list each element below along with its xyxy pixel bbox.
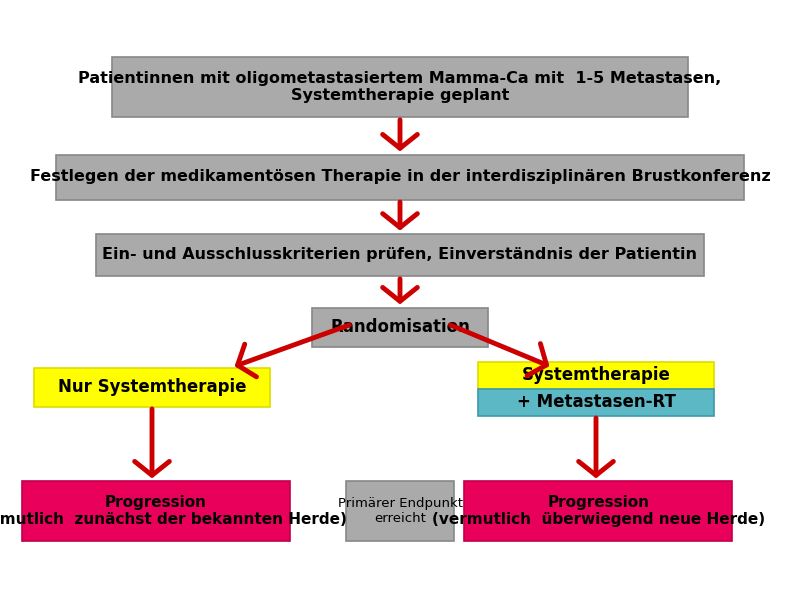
Text: Randomisation: Randomisation bbox=[330, 318, 470, 336]
Text: Festlegen der medikamentösen Therapie in der interdisziplinären Brustkonferenz: Festlegen der medikamentösen Therapie in… bbox=[30, 169, 770, 185]
FancyBboxPatch shape bbox=[478, 389, 714, 415]
FancyBboxPatch shape bbox=[312, 307, 488, 346]
Text: Progression
(vermutlich  zunächst der bekannten Herde): Progression (vermutlich zunächst der bek… bbox=[0, 495, 347, 527]
FancyBboxPatch shape bbox=[56, 155, 744, 199]
FancyBboxPatch shape bbox=[34, 367, 270, 407]
FancyBboxPatch shape bbox=[464, 481, 733, 541]
Text: + Metastasen-RT: + Metastasen-RT bbox=[517, 393, 675, 411]
FancyBboxPatch shape bbox=[346, 481, 454, 541]
Text: Progression
(vermutlich  überwiegend neue Herde): Progression (vermutlich überwiegend neue… bbox=[432, 495, 765, 527]
FancyBboxPatch shape bbox=[112, 57, 688, 117]
Text: Patientinnen mit oligometastasiertem Mamma-Ca mit  1-5 Metastasen,
Systemtherapi: Patientinnen mit oligometastasiertem Mam… bbox=[78, 71, 722, 103]
FancyBboxPatch shape bbox=[96, 234, 704, 276]
Text: Primärer Endpunkt
erreicht: Primärer Endpunkt erreicht bbox=[338, 497, 462, 525]
Text: Nur Systemtherapie: Nur Systemtherapie bbox=[58, 378, 246, 396]
FancyBboxPatch shape bbox=[478, 361, 714, 389]
Text: Systemtherapie: Systemtherapie bbox=[522, 366, 670, 384]
Text: Ein- und Ausschlusskriterien prüfen, Einverständnis der Patientin: Ein- und Ausschlusskriterien prüfen, Ein… bbox=[102, 247, 698, 263]
FancyBboxPatch shape bbox=[22, 481, 290, 541]
